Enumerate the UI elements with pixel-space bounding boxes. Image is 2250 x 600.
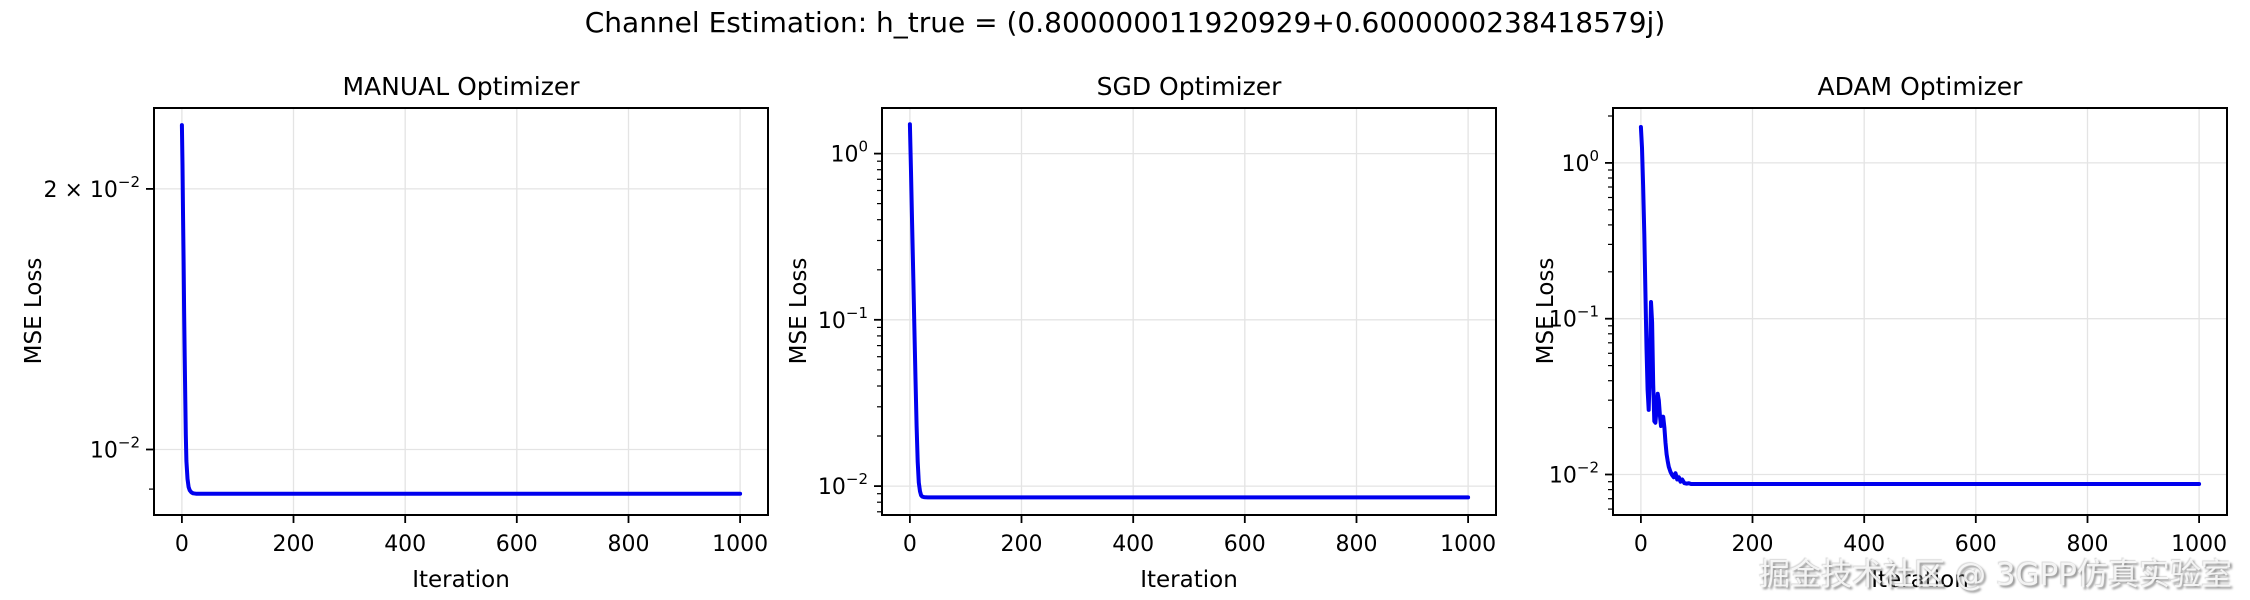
subplot-adam: ADAM Optimizer MSE Loss 0 200 400 600 800 100… xyxy=(1473,62,2245,600)
x-tick-label: 800 xyxy=(1336,532,1378,557)
x-tick-label: 1000 xyxy=(1440,532,1496,557)
subplot-manual-title: MANUAL Optimizer xyxy=(342,72,580,101)
y-tick-label: 100 xyxy=(830,138,868,168)
x-tick-label: 400 xyxy=(1843,532,1885,557)
y-tick-label: 10−2 xyxy=(90,434,140,464)
watermark-text: 掘金技术社区 @ 3GPP仿真实验室 xyxy=(1759,557,2232,593)
axes-frame xyxy=(153,107,769,516)
x-tick-label: 800 xyxy=(608,532,650,557)
y-tick-label: 10−2 xyxy=(1549,459,1599,489)
x-tick-label: 400 xyxy=(384,532,426,557)
x-axis-label: Iteration xyxy=(1140,567,1238,593)
x-tick-label: 1000 xyxy=(2171,532,2227,557)
x-tick-label: 600 xyxy=(496,532,538,557)
x-tick-label: 0 xyxy=(1634,532,1648,557)
x-tick-label: 0 xyxy=(903,532,917,557)
axes-frame xyxy=(881,107,1497,516)
x-tick-label: 200 xyxy=(273,532,315,557)
chart-adam: 0 200 400 600 800 1000 100 10−1 10−2 xyxy=(1549,107,2228,557)
y-tick-label: 10−1 xyxy=(1549,303,1599,333)
subplot-sgd: SGD Optimizer MSE Loss 0 200 400 600 800 1000… xyxy=(742,62,1514,600)
subplot-manual: MANUAL Optimizer MSE Loss 0 200 400 600 800 1… xyxy=(14,62,786,600)
x-tick-label: 600 xyxy=(1955,532,1997,557)
axes-frame xyxy=(1612,107,2228,516)
x-tick-label: 400 xyxy=(1112,532,1154,557)
x-tick-label: 200 xyxy=(1732,532,1774,557)
y-tick-label: 100 xyxy=(1561,147,1599,177)
y-tick-label: 10−2 xyxy=(818,470,868,500)
loss-curve xyxy=(179,123,743,496)
x-tick-label: 1000 xyxy=(712,532,768,557)
y-tick-label: 10−1 xyxy=(818,304,868,334)
chart-manual: 0 200 400 600 800 1000 2 × 10−2 10−2 xyxy=(43,107,769,557)
figure-suptitle: Channel Estimation: h_true = (0.80000001… xyxy=(584,6,1666,39)
x-axis-label: Iteration xyxy=(412,567,510,593)
subplot-adam-title: ADAM Optimizer xyxy=(1817,72,2023,101)
x-axis-label: Iteration xyxy=(1871,567,1969,593)
subplot-sgd-title: SGD Optimizer xyxy=(1096,72,1282,101)
chart-sgd: 0 200 400 600 800 1000 100 10−1 10−2 xyxy=(818,107,1497,557)
y-tick-label: 2 × 10−2 xyxy=(43,173,140,203)
loss-curve xyxy=(1638,125,2202,486)
loss-curve xyxy=(907,122,1471,500)
x-tick-label: 600 xyxy=(1224,532,1266,557)
x-tick-label: 800 xyxy=(2067,532,2109,557)
x-tick-label: 200 xyxy=(1001,532,1043,557)
x-tick-label: 0 xyxy=(175,532,189,557)
